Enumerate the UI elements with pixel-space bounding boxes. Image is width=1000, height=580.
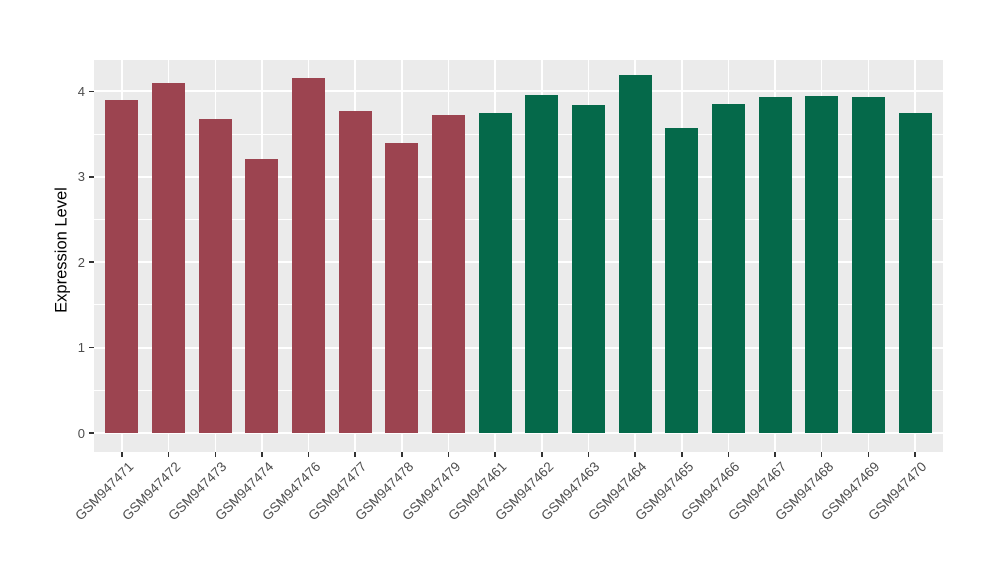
x-tick (634, 452, 636, 457)
y-axis-title: Expression Level (52, 187, 71, 313)
gridline-major (94, 261, 943, 264)
x-tick (354, 452, 356, 457)
bar-GSM947468 (805, 95, 839, 433)
gridline-minor (94, 219, 943, 220)
chart-panel (94, 60, 943, 452)
bar-GSM947469 (851, 97, 885, 433)
gridline-major (94, 90, 943, 93)
bar-GSM947474 (245, 158, 279, 433)
bar-GSM947471 (105, 99, 139, 433)
bar-GSM947472 (152, 82, 186, 433)
y-tick (89, 432, 94, 434)
y-tick (89, 346, 94, 349)
y-tick-label: 0 (77, 425, 85, 441)
gridline-minor (94, 389, 943, 391)
x-tick (914, 452, 916, 457)
bar-GSM947465 (665, 128, 699, 433)
gridline-major (94, 432, 943, 434)
x-tick (167, 452, 170, 457)
x-tick (867, 452, 870, 457)
bar-GSM947479 (432, 115, 466, 433)
gridline-minor (94, 133, 943, 135)
gridline-major (94, 175, 943, 178)
y-tick (89, 261, 94, 263)
bar-GSM947470 (898, 112, 932, 433)
x-tick (494, 452, 496, 457)
bar-GSM947478 (385, 142, 419, 433)
x-tick (587, 452, 590, 457)
y-tick-label: 4 (77, 83, 85, 99)
bar-GSM947466 (711, 104, 745, 433)
y-tick-label: 2 (77, 254, 85, 270)
x-tick (681, 452, 683, 457)
gridline-minor (94, 304, 943, 306)
x-tick (261, 452, 263, 457)
bar-GSM947467 (758, 97, 792, 433)
y-tick (89, 176, 94, 178)
y-tick (89, 90, 94, 93)
x-tick (541, 452, 543, 457)
x-tick (447, 452, 450, 457)
bar-GSM947461 (478, 112, 512, 433)
bar-GSM947476 (292, 77, 326, 433)
bar-GSM947462 (525, 94, 559, 433)
bar-GSM947477 (338, 111, 372, 433)
y-tick-label: 3 (77, 169, 85, 185)
bar-GSM947464 (618, 75, 652, 433)
x-tick (727, 452, 730, 457)
x-tick (820, 452, 823, 457)
bar-GSM947463 (571, 105, 605, 433)
y-tick-label: 1 (77, 340, 85, 356)
x-tick (774, 452, 776, 457)
gridline-major (94, 346, 943, 349)
x-tick (214, 452, 217, 457)
x-tick (401, 452, 403, 457)
x-tick (307, 452, 310, 457)
x-tick (121, 452, 123, 457)
bar-GSM947473 (198, 118, 232, 433)
